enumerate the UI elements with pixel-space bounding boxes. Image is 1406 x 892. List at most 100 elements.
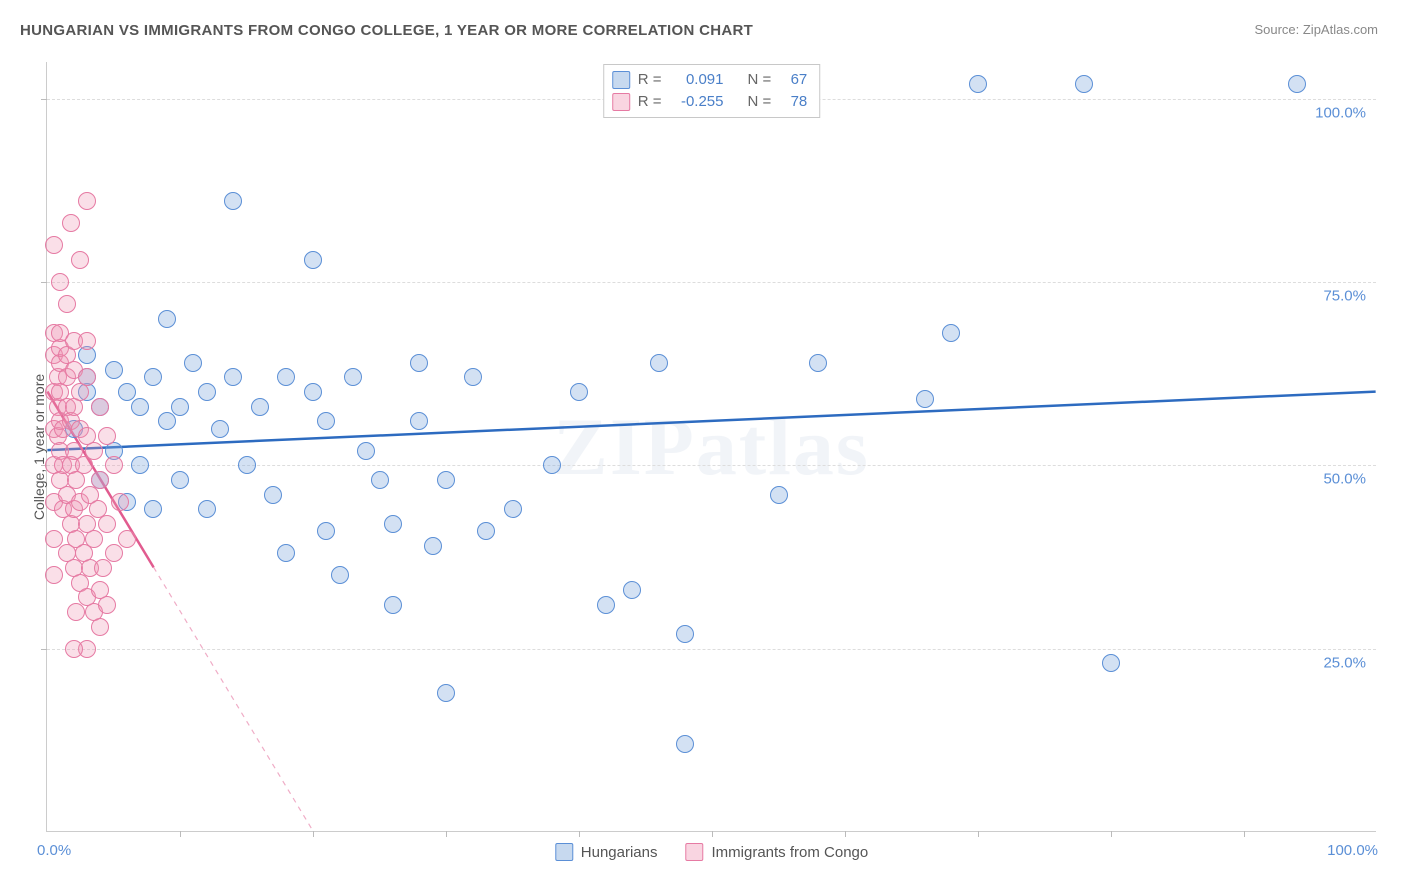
- scatter-point: [464, 368, 482, 386]
- plot-area: ZIPatlas R = 0.091 N = 67 R = -0.255 N =…: [46, 62, 1376, 832]
- scatter-point: [131, 456, 149, 474]
- scatter-point: [770, 486, 788, 504]
- scatter-point: [98, 515, 116, 533]
- scatter-point: [105, 361, 123, 379]
- scatter-point: [809, 354, 827, 372]
- scatter-point: [942, 324, 960, 342]
- scatter-point: [331, 566, 349, 584]
- scatter-point: [224, 192, 242, 210]
- y-tick-label: 75.0%: [1323, 288, 1366, 305]
- scatter-point: [650, 354, 668, 372]
- x-tick: [446, 831, 447, 837]
- scatter-point: [410, 412, 428, 430]
- scatter-point: [264, 486, 282, 504]
- trend-lines: [47, 62, 1376, 831]
- r-value: 0.091: [670, 69, 724, 91]
- scatter-point: [304, 251, 322, 269]
- x-axis-max-label: 100.0%: [1327, 842, 1378, 859]
- y-tick-label: 100.0%: [1315, 104, 1366, 121]
- scatter-point: [357, 442, 375, 460]
- scatter-point: [238, 456, 256, 474]
- scatter-point: [62, 214, 80, 232]
- n-label: N =: [748, 91, 772, 113]
- chart-title: HUNGARIAN VS IMMIGRANTS FROM CONGO COLLE…: [20, 22, 753, 39]
- scatter-point: [51, 273, 69, 291]
- scatter-point: [65, 640, 83, 658]
- scatter-point: [344, 368, 362, 386]
- swatch-icon: [612, 93, 630, 111]
- scatter-point: [78, 332, 96, 350]
- scatter-point: [118, 530, 136, 548]
- scatter-point: [45, 530, 63, 548]
- legend-item-hungarians: Hungarians: [555, 843, 658, 861]
- scatter-point: [317, 522, 335, 540]
- scatter-point: [543, 456, 561, 474]
- scatter-point: [78, 368, 96, 386]
- scatter-point: [85, 530, 103, 548]
- scatter-point: [676, 735, 694, 753]
- scatter-point: [969, 75, 987, 93]
- scatter-point: [45, 566, 63, 584]
- n-value: 78: [779, 91, 807, 113]
- scatter-point: [424, 537, 442, 555]
- scatter-point: [504, 500, 522, 518]
- scatter-point: [916, 390, 934, 408]
- scatter-point: [105, 456, 123, 474]
- x-tick: [712, 831, 713, 837]
- legend-label: Immigrants from Congo: [712, 844, 869, 861]
- scatter-point: [98, 596, 116, 614]
- scatter-point: [105, 544, 123, 562]
- scatter-point: [251, 398, 269, 416]
- n-label: N =: [748, 69, 772, 91]
- scatter-point: [91, 398, 109, 416]
- x-tick: [180, 831, 181, 837]
- scatter-point: [58, 295, 76, 313]
- source-label: Source: ZipAtlas.com: [1254, 22, 1378, 37]
- scatter-point: [67, 603, 85, 621]
- scatter-point: [118, 383, 136, 401]
- stats-row-hungarians: R = 0.091 N = 67: [612, 69, 808, 91]
- scatter-point: [91, 471, 109, 489]
- scatter-point: [371, 471, 389, 489]
- y-axis-label: College, 1 year or more: [31, 373, 47, 519]
- x-tick: [579, 831, 580, 837]
- scatter-point: [1075, 75, 1093, 93]
- n-value: 67: [779, 69, 807, 91]
- scatter-point: [144, 368, 162, 386]
- scatter-point: [477, 522, 495, 540]
- scatter-point: [676, 625, 694, 643]
- scatter-point: [71, 251, 89, 269]
- legend-label: Hungarians: [581, 844, 658, 861]
- scatter-point: [1102, 654, 1120, 672]
- scatter-point: [98, 427, 116, 445]
- scatter-point: [158, 412, 176, 430]
- scatter-point: [171, 471, 189, 489]
- scatter-point: [384, 515, 402, 533]
- x-tick: [1111, 831, 1112, 837]
- scatter-point: [158, 310, 176, 328]
- legend-item-congo: Immigrants from Congo: [686, 843, 869, 861]
- stats-legend: R = 0.091 N = 67 R = -0.255 N = 78: [603, 64, 821, 118]
- x-tick: [1244, 831, 1245, 837]
- scatter-point: [144, 500, 162, 518]
- scatter-point: [437, 684, 455, 702]
- bottom-legend: Hungarians Immigrants from Congo: [555, 843, 868, 861]
- scatter-point: [78, 192, 96, 210]
- scatter-point: [623, 581, 641, 599]
- scatter-point: [85, 442, 103, 460]
- scatter-point: [171, 398, 189, 416]
- scatter-point: [277, 544, 295, 562]
- scatter-point: [198, 383, 216, 401]
- scatter-point: [94, 559, 112, 577]
- swatch-icon: [612, 71, 630, 89]
- scatter-point: [224, 368, 242, 386]
- scatter-point: [570, 383, 588, 401]
- y-tick-label: 25.0%: [1323, 654, 1366, 671]
- x-tick: [313, 831, 314, 837]
- swatch-icon: [555, 843, 573, 861]
- scatter-point: [131, 398, 149, 416]
- scatter-point: [437, 471, 455, 489]
- x-tick: [978, 831, 979, 837]
- scatter-point: [184, 354, 202, 372]
- stats-row-congo: R = -0.255 N = 78: [612, 91, 808, 113]
